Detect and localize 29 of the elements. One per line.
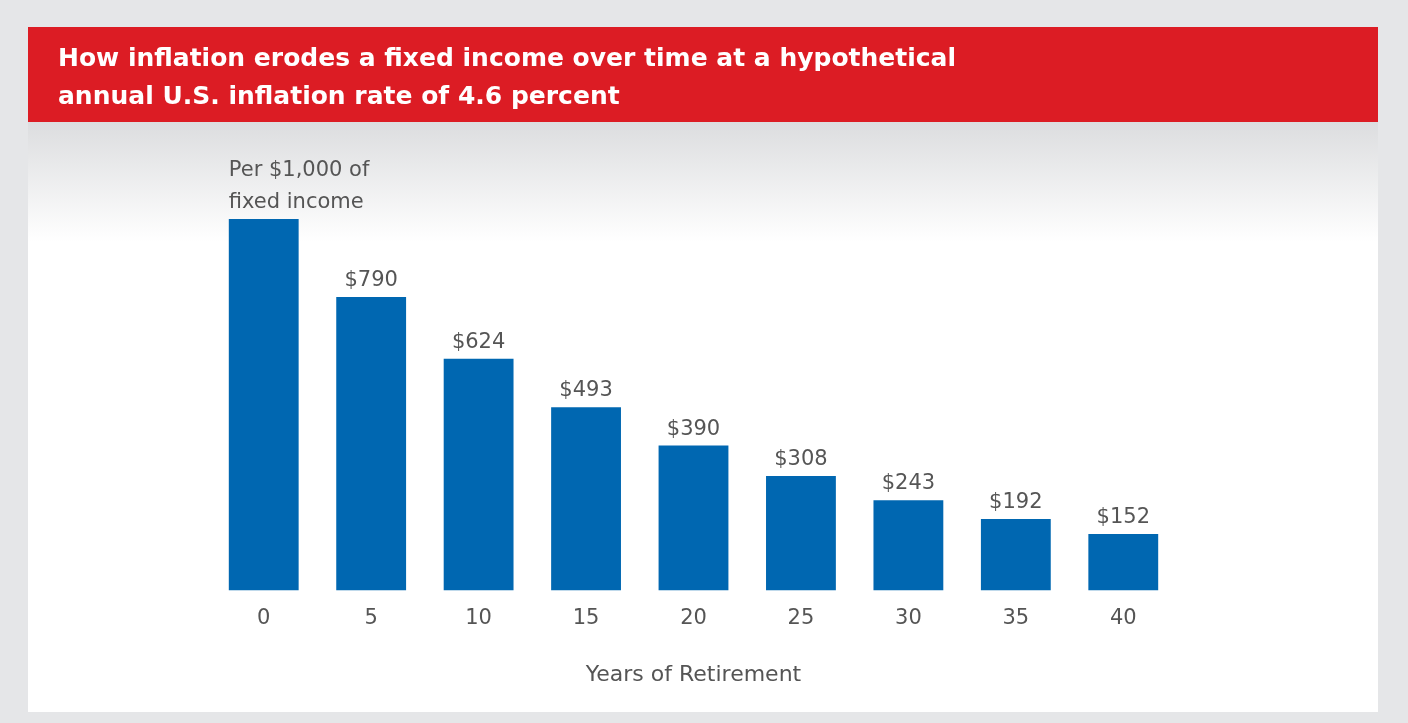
x-tick-label: 15 bbox=[572, 605, 600, 630]
x-tick-label: 40 bbox=[1109, 605, 1137, 630]
bar bbox=[551, 407, 621, 591]
x-tick-label: 30 bbox=[895, 605, 922, 630]
chart-title: How inflation erodes a fixed income over time at a hypothetical annual U.S. inflation rate of 4.6 percent bbox=[58, 42, 958, 112]
data-label: $493 bbox=[559, 377, 613, 402]
bar bbox=[980, 519, 1051, 591]
x-tick-label: 25 bbox=[787, 605, 815, 630]
x-axis-title: Years of Retirement bbox=[584, 660, 802, 686]
bar bbox=[658, 445, 729, 591]
data-label: $308 bbox=[774, 445, 828, 470]
data-label: $192 bbox=[989, 489, 1043, 514]
x-tick-label: 35 bbox=[1002, 605, 1030, 630]
data-label: $243 bbox=[881, 470, 936, 495]
bar bbox=[766, 476, 836, 591]
data-label: $390 bbox=[666, 415, 721, 440]
data-label: Per $1,000 of fixed income bbox=[228, 156, 370, 213]
bar bbox=[873, 500, 944, 591]
x-tick-label: 5 bbox=[364, 605, 378, 630]
bar bbox=[228, 219, 299, 591]
bar bbox=[336, 296, 407, 591]
bar bbox=[443, 358, 514, 591]
data-label: $790 bbox=[344, 266, 398, 291]
x-tick-label: 0 bbox=[257, 605, 271, 630]
data-label: $152 bbox=[1096, 503, 1150, 528]
x-tick-label: 10 bbox=[465, 605, 492, 630]
data-label: $624 bbox=[451, 328, 506, 353]
x-tick-label: 20 bbox=[680, 605, 707, 630]
bar bbox=[1088, 533, 1159, 591]
